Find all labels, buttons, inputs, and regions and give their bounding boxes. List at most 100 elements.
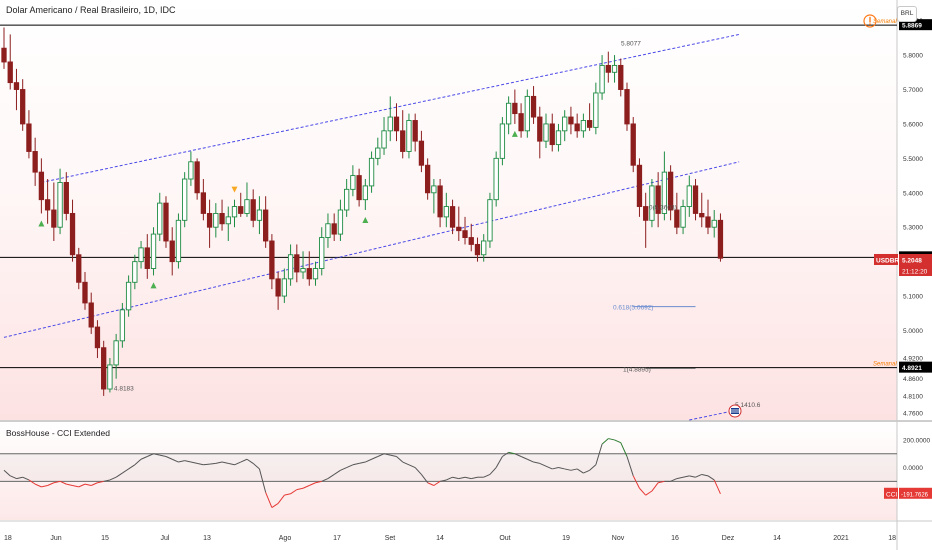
cci-segment (414, 467, 422, 475)
cci-segment (427, 482, 435, 486)
chart-annotation: 0.618(5.0692) (613, 304, 653, 311)
candle-body (63, 182, 69, 214)
cci-band-fill (0, 453, 897, 482)
candle-body (686, 185, 692, 208)
candle-body (51, 209, 57, 228)
candle-body (393, 116, 400, 132)
cci-segment (159, 454, 167, 457)
candle-body (524, 95, 530, 132)
cci-segment (533, 461, 540, 464)
cci-segment (421, 474, 429, 484)
candle (368, 151, 375, 193)
candle-body (487, 199, 493, 242)
candle-body (424, 164, 431, 194)
candle-body (474, 243, 481, 256)
cci-segment (59, 480, 67, 485)
candle-body (76, 254, 82, 283)
candle (213, 203, 219, 238)
symbol-label: USDBRL (876, 257, 903, 264)
candle-body (661, 171, 668, 214)
price-axis-tick: 5.0000 (903, 328, 923, 335)
candle (119, 302, 126, 348)
currency-button[interactable]: BRL (897, 6, 917, 22)
candle (537, 106, 543, 159)
candle-body (225, 216, 231, 225)
candle-body (649, 185, 655, 221)
candle-body (574, 123, 580, 132)
candle-body (107, 364, 113, 390)
economic-event-icon (728, 404, 742, 418)
candle-body (312, 268, 319, 280)
candle-body (306, 268, 312, 280)
candle-body (593, 92, 599, 128)
candle (325, 213, 331, 248)
cci-segment (190, 461, 198, 464)
candle (163, 196, 169, 248)
candle (636, 158, 643, 217)
cci-segment (371, 456, 379, 460)
cci-segment (383, 453, 391, 456)
candle-body (586, 120, 593, 128)
candle (38, 158, 45, 214)
price-axis-tick: 4.9200 (903, 356, 923, 363)
candle (481, 234, 487, 262)
candle-body (462, 230, 468, 238)
candle (618, 58, 624, 97)
cci-segment (296, 487, 304, 491)
weekly-level-label: Semanal (873, 362, 897, 368)
cci-segment (53, 480, 61, 484)
candle-body (44, 199, 51, 211)
time-axis-tick: Nov (612, 535, 625, 542)
price-label: 4.8921 (902, 365, 922, 372)
candle-body (618, 64, 624, 90)
price-axis-tick: 5.6000 (903, 121, 923, 128)
candle-body (493, 157, 499, 201)
candle-body (717, 219, 724, 259)
candle-body (281, 278, 287, 297)
candle-body (244, 199, 250, 214)
alert-icon[interactable] (863, 14, 877, 28)
candle-body (381, 130, 387, 149)
candle-body (356, 175, 362, 201)
cci-segment (327, 474, 335, 480)
candle (269, 234, 275, 290)
candle-body (319, 237, 325, 269)
candle (331, 213, 337, 241)
cci-segment (713, 479, 721, 494)
cci-segment (527, 458, 534, 463)
cci-segment (3, 469, 11, 477)
candle-body (555, 130, 562, 146)
candle (300, 251, 306, 279)
cci-segment (346, 464, 354, 469)
cci-value: -191.7626 (901, 492, 929, 498)
candle-body (150, 233, 157, 269)
candle-body (449, 206, 456, 228)
cci-segment (165, 456, 173, 460)
cci-segment (695, 473, 702, 478)
cci-segment (103, 479, 111, 482)
candle (350, 165, 356, 197)
candle-body (537, 116, 543, 142)
candle-body (132, 261, 138, 283)
cci-segment (240, 458, 248, 463)
time-axis-tick: 2021 (833, 535, 849, 542)
candle (206, 199, 213, 248)
cci-segment (390, 454, 397, 457)
cci-segment (689, 475, 696, 478)
candle-body (530, 95, 537, 118)
candle-body (418, 140, 425, 166)
cci-segment (284, 493, 291, 496)
cci-segment (639, 487, 647, 496)
chart-title: Dolar Americano / Real Brasileiro, 1D, I… (6, 5, 176, 15)
cci-segment (614, 439, 621, 444)
candle-body (406, 120, 412, 152)
candle-body (699, 212, 705, 218)
buy-signal-marker (511, 130, 518, 137)
candle-body (711, 219, 717, 228)
cci-line-group (3, 438, 721, 508)
candle-body (549, 123, 555, 146)
candle (294, 244, 300, 283)
price-label-box (899, 19, 932, 31)
